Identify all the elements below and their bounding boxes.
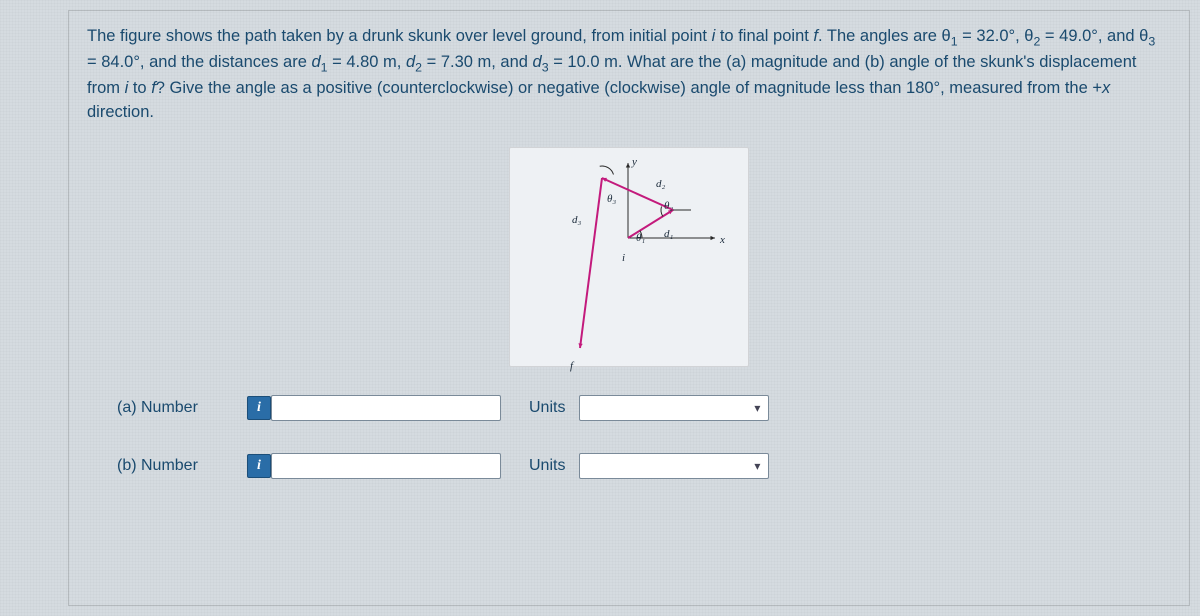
answer-b-units-label: Units — [529, 457, 565, 475]
question-text: The figure shows the path taken by a dru… — [87, 25, 1167, 125]
answer-b-number-input[interactable] — [271, 453, 501, 479]
figure-label: d₃ — [572, 214, 581, 226]
chevron-down-icon: ▾ — [754, 459, 760, 473]
figure-label: θ₁ — [636, 232, 645, 244]
answers-block: (a) Number i Units ▾ (b) Number i Units … — [117, 395, 1171, 479]
answer-a-units-select[interactable]: ▾ — [579, 395, 769, 421]
answer-row-a: (a) Number i Units ▾ — [117, 395, 1171, 421]
figure-label: θ₃ — [607, 193, 616, 205]
info-icon[interactable]: i — [247, 454, 271, 478]
figure-label: θ₂ — [664, 200, 673, 212]
figure-svg — [510, 148, 750, 368]
answer-b-label: (b) Number — [117, 457, 247, 475]
chevron-down-icon: ▾ — [754, 401, 760, 415]
figure-label: f — [570, 360, 573, 372]
figure-wrap: yxifd₁d₂d₃θ₁θ₂θ₃ — [87, 147, 1171, 367]
figure-panel: yxifd₁d₂d₃θ₁θ₂θ₃ — [509, 147, 749, 367]
figure-label: y — [632, 156, 637, 168]
answer-a-units-label: Units — [529, 399, 565, 417]
figure-label: i — [622, 252, 625, 264]
figure-label: d₂ — [656, 178, 665, 190]
answer-a-label: (a) Number — [117, 399, 247, 417]
answer-b-units-select[interactable]: ▾ — [579, 453, 769, 479]
figure-label: x — [720, 234, 725, 246]
figure-label: d₁ — [664, 228, 673, 240]
answer-row-b: (b) Number i Units ▾ — [117, 453, 1171, 479]
info-icon[interactable]: i — [247, 396, 271, 420]
answer-a-number-input[interactable] — [271, 395, 501, 421]
question-frame: The figure shows the path taken by a dru… — [68, 10, 1190, 606]
